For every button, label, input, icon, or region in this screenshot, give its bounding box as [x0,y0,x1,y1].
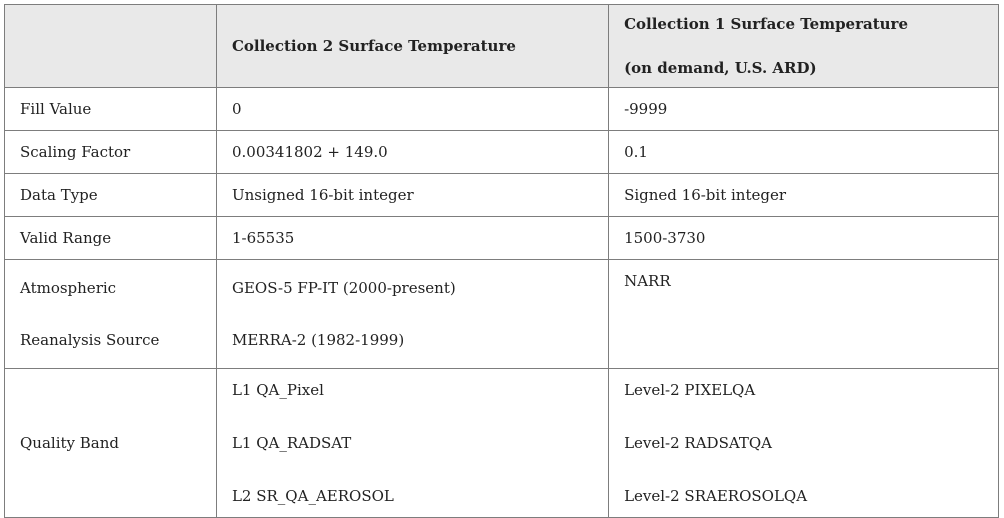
collection-2-value: 1-65535 [215,216,610,260]
row-label: Scaling Factor [4,130,217,174]
header-collection-2: Collection 2 Surface Temperature [215,4,610,88]
collection-1-value: -9999 [608,87,999,131]
collection-2-value: Unsigned 16-bit integer [215,173,610,217]
row-label-line: Atmospheric [20,279,117,297]
collection-1-value: 0.1 [608,130,999,174]
value-line: GEOS-5 FP-IT (2000-present) [231,279,456,297]
collection-2-value: GEOS-5 FP-IT (2000-present) MERRA-2 (198… [215,259,610,369]
table-row-data-type: Data Type Unsigned 16-bit integer Signed… [4,173,999,217]
value-line: L2 SR_QA_AEROSOL [231,487,394,505]
collection-1-value: Level-2 PIXELQA Level-2 RADSATQA Level-2… [608,368,999,518]
header-empty-cell [4,4,217,88]
row-label: Fill Value [4,87,217,131]
table-row-quality-band: Quality Band L1 QA_Pixel L1 QA_RADSAT L2… [4,368,999,518]
value-line: L1 QA_Pixel [231,381,324,399]
row-label: Data Type [4,173,217,217]
table-header-row: Collection 2 Surface Temperature Collect… [4,4,999,88]
row-label: Quality Band [4,368,217,518]
row-label-line: Reanalysis Source [20,331,160,349]
collection-2-value: L1 QA_Pixel L1 QA_RADSAT L2 SR_QA_AEROSO… [215,368,610,518]
header-collection-1-subtitle: (on demand, U.S. ARD) [624,59,817,77]
collection-1-value: Signed 16-bit integer [608,173,999,217]
value-line: MERRA-2 (1982-1999) [231,331,405,349]
header-collection-1-title: Collection 1 Surface Temperature [624,15,909,33]
table-row-scaling-factor: Scaling Factor 0.00341802 + 149.0 0.1 [4,130,999,174]
value-line: Level-2 SRAEROSOLQA [624,487,808,505]
collection-2-value: 0 [215,87,610,131]
table-row-valid-range: Valid Range 1-65535 1500-3730 [4,216,999,260]
surface-temperature-comparison-table: Collection 2 Surface Temperature Collect… [4,4,999,518]
table-row-fill-value: Fill Value 0 -9999 [4,87,999,131]
table-row-atmospheric-reanalysis-source: Atmospheric Reanalysis Source GEOS-5 FP-… [4,259,999,369]
row-label: Atmospheric Reanalysis Source [4,259,217,369]
collection-1-value: NARR [608,259,999,369]
collection-2-value: 0.00341802 + 149.0 [215,130,610,174]
value-line: Level-2 RADSATQA [624,434,773,452]
value-line: Level-2 PIXELQA [624,381,756,399]
collection-1-value: 1500-3730 [608,216,999,260]
header-collection-1: Collection 1 Surface Temperature (on dem… [608,4,999,88]
row-label: Valid Range [4,216,217,260]
value-line: L1 QA_RADSAT [231,434,352,452]
